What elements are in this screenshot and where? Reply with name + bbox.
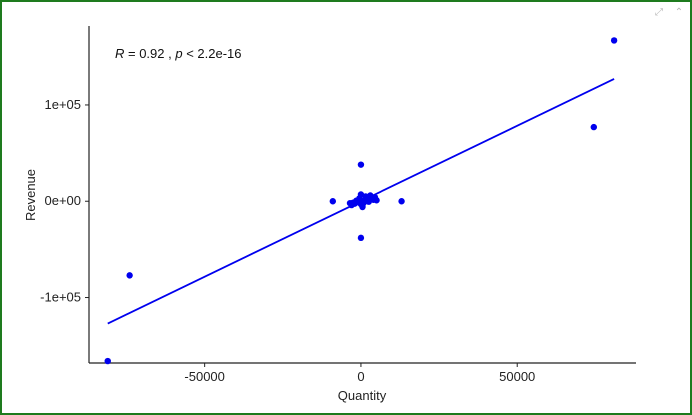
r-symbol: R bbox=[115, 46, 124, 61]
data-point bbox=[398, 198, 405, 205]
p-symbol: p bbox=[174, 46, 182, 61]
expand-icon[interactable]: ⤢ bbox=[655, 6, 663, 18]
data-point bbox=[357, 161, 365, 168]
y-tick-label: 0e+00 bbox=[44, 193, 81, 208]
points-layer bbox=[104, 37, 618, 365]
data-point bbox=[346, 199, 354, 207]
data-point bbox=[357, 234, 365, 242]
data-point bbox=[126, 272, 133, 279]
x-tick-label: 0 bbox=[357, 369, 364, 384]
p-value: < 2.2e-16 bbox=[183, 46, 242, 61]
y-tick-label: 1e+05 bbox=[44, 97, 81, 112]
data-point bbox=[329, 198, 337, 205]
x-tick-label: 50000 bbox=[499, 369, 535, 384]
plot-toolbar: ⤢ ⌃ bbox=[652, 6, 686, 18]
axes: -50000 0 50000 -1e+05 0e+00 1e+05 bbox=[40, 26, 636, 384]
x-tick-label: -50000 bbox=[184, 369, 224, 384]
data-point bbox=[373, 197, 380, 204]
data-point bbox=[104, 357, 111, 365]
data-point bbox=[610, 37, 618, 44]
data-point bbox=[590, 123, 598, 131]
data-point bbox=[360, 199, 367, 207]
x-axis-title: Quantity bbox=[338, 388, 387, 403]
data-point bbox=[356, 195, 363, 202]
r-value: = 0.92 , bbox=[124, 46, 175, 61]
y-tick-label: -1e+05 bbox=[40, 290, 81, 305]
collapse-icon[interactable]: ⌃ bbox=[674, 6, 684, 18]
correlation-annotation: R = 0.92 , p < 2.2e-16 bbox=[115, 46, 241, 61]
y-axis-title: Revenue bbox=[23, 169, 38, 221]
